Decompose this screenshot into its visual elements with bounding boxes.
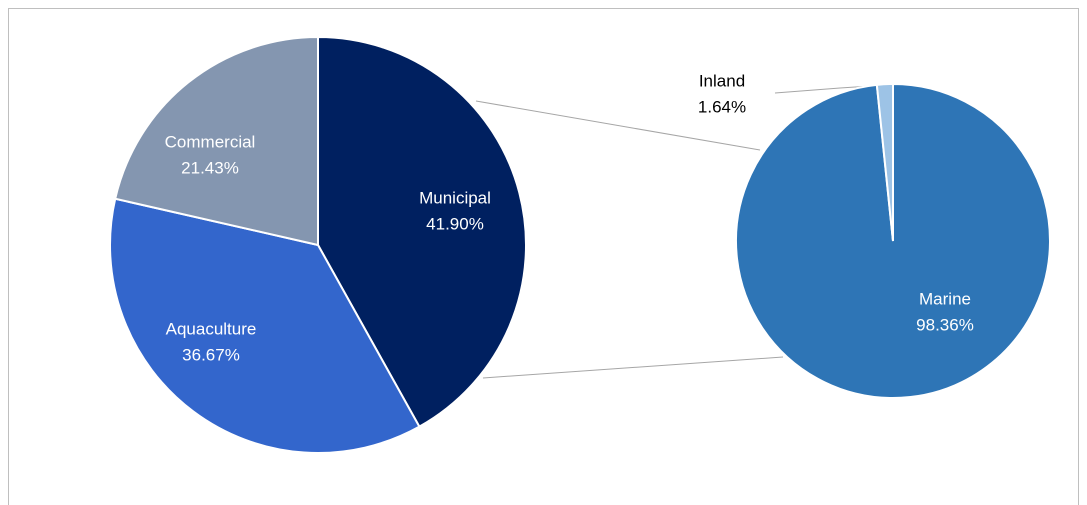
slice-value-label: 21.43%	[181, 158, 239, 177]
slice-label: Marine	[919, 289, 971, 308]
slice-label: Aquaculture	[166, 319, 257, 338]
slice-label: Municipal	[419, 188, 491, 207]
slice-value-label: 36.67%	[182, 345, 240, 364]
slice-label: Commercial	[165, 132, 256, 151]
pie-slice	[317, 35, 527, 429]
connector-line	[482, 356, 784, 379]
slice-label: Inland	[699, 71, 745, 90]
connector-line	[475, 100, 761, 151]
slice-value-label: 1.64%	[698, 97, 746, 116]
pie-slice	[109, 197, 421, 454]
pie-slice	[114, 35, 319, 247]
slice-value-label: 98.36%	[916, 315, 974, 334]
slice-value-label: 41.90%	[426, 214, 484, 233]
pie-slice	[875, 82, 894, 242]
